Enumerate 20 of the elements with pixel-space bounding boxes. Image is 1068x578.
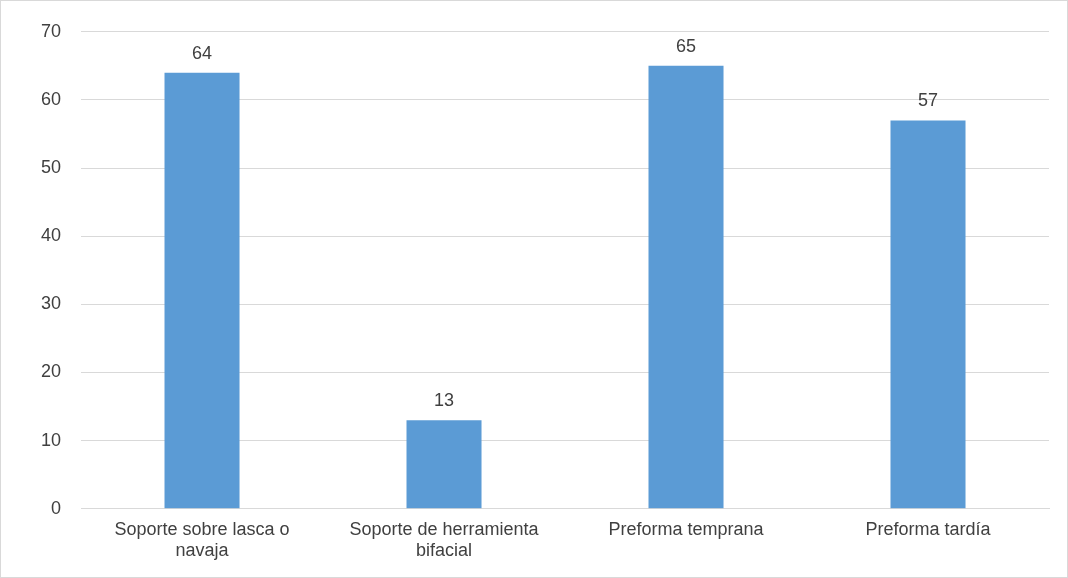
y-tick-label: 10 (40, 429, 62, 450)
y-tick-label: 70 (40, 20, 62, 41)
y-tick-label: 20 (40, 361, 62, 382)
data-label: 13 (434, 390, 455, 411)
data-label: 65 (675, 35, 697, 56)
y-tick-label: 40 (40, 225, 62, 246)
bar (164, 72, 240, 509)
y-tick-label: 60 (40, 88, 62, 109)
data-label: 57 (917, 90, 939, 111)
bar (406, 420, 482, 509)
x-tick-label: Soporte de herramienta bifacial (349, 518, 540, 561)
x-tick-label: Preforma tardía (865, 518, 992, 539)
data-label: 64 (192, 42, 213, 63)
y-tick-label: 50 (40, 157, 62, 178)
x-tick-label: Preforma temprana (608, 518, 765, 539)
x-tick-label: Soporte sobre lasca o navaja (114, 518, 290, 561)
y-tick-label: 30 (40, 293, 62, 314)
y-tick-label: 0 (51, 497, 62, 518)
bar (890, 120, 966, 509)
bar (648, 65, 724, 509)
